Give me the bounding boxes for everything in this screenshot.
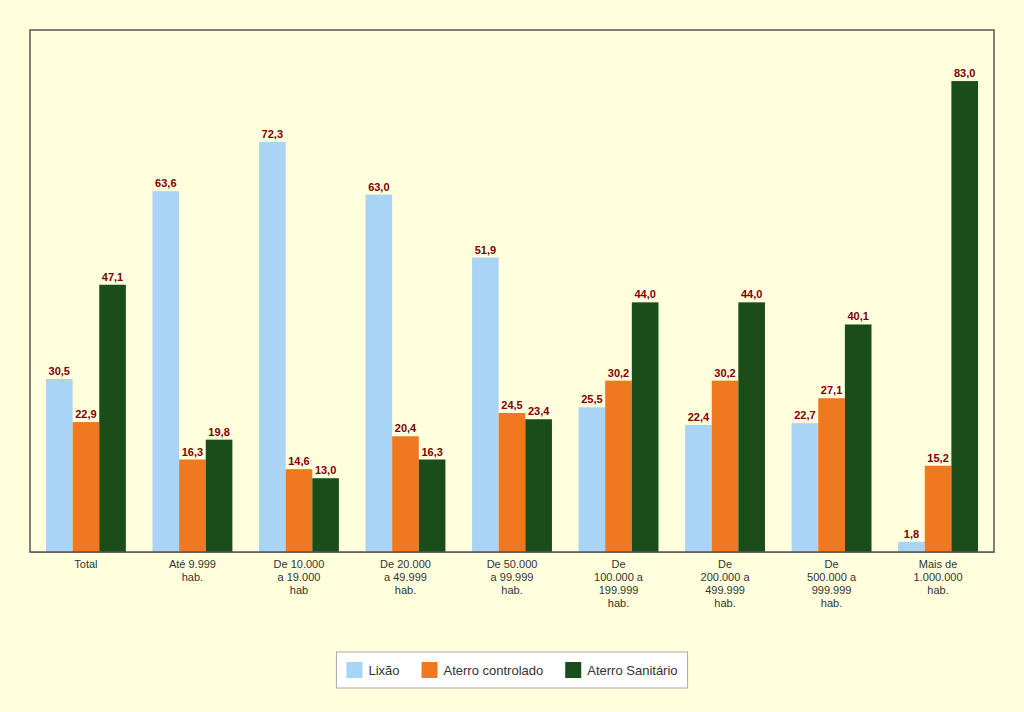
data-label: 72,3 (262, 128, 283, 140)
bar (525, 419, 552, 552)
bar (152, 191, 179, 552)
chart: 30,5 63,6 72,3 63,0 51,9 25,5 22,4 22,7 1,8 22,9 1… (0, 0, 1024, 712)
data-label: 40,1 (847, 310, 868, 322)
x-tick: De200.000 a499.999hab. (701, 558, 751, 610)
x-tick-label: De500.000 a999.999hab. (807, 558, 857, 610)
bar (179, 460, 206, 552)
x-tick: De 10.000a 19.000hab (274, 558, 325, 596)
data-label: 23,4 (528, 405, 550, 417)
data-label: 1,8 (904, 528, 919, 540)
plot-frame (30, 30, 994, 552)
x-tick-label: De200.000 a499.999hab. (701, 558, 751, 610)
legend-label: Lixão (368, 663, 399, 678)
data-label: 22,7 (794, 409, 815, 421)
data-label: 63,0 (368, 181, 389, 193)
x-tick-label: De 20.000a 49.999hab. (380, 558, 431, 596)
bar (472, 258, 499, 552)
data-label: 47,1 (102, 271, 123, 283)
bar (579, 407, 606, 552)
bar (99, 285, 126, 552)
x-tick-label: De 10.000a 19.000hab (274, 558, 325, 596)
legend-swatch (346, 662, 362, 678)
data-label: 20,4 (395, 422, 417, 434)
bar (312, 478, 339, 552)
data-label: 44,0 (634, 288, 655, 300)
data-label: 15,2 (927, 452, 948, 464)
data-label: 83,0 (954, 67, 975, 79)
x-tick: Até 9.999hab. (169, 558, 216, 583)
plot: 30,5 63,6 72,3 63,0 51,9 25,5 22,4 22,7 1,8 22,9 1… (30, 30, 995, 609)
data-label: 16,3 (421, 446, 442, 458)
data-label: 24,5 (501, 399, 522, 411)
bar (259, 142, 286, 552)
x-tick: De500.000 a999.999hab. (807, 558, 857, 610)
x-tick-label: Total (74, 558, 97, 570)
legend-item: Aterro controlado (422, 662, 544, 678)
legend-frame (336, 652, 687, 688)
bar (499, 413, 526, 552)
bar (605, 381, 632, 552)
bar (712, 381, 739, 552)
legend-item: Aterro Sanitário (565, 662, 677, 678)
data-label: 25,5 (581, 393, 602, 405)
data-label: 14,6 (288, 455, 309, 467)
bar (419, 460, 446, 552)
data-label: 19,8 (208, 426, 229, 438)
data-labels: 30,5 63,6 72,3 63,0 51,9 25,5 22,4 22,7 1,8 22,9 1… (49, 67, 976, 540)
x-tick: De 50.000a 99.999hab. (487, 558, 538, 596)
bar (366, 195, 393, 552)
bar (845, 324, 872, 552)
x-axis: Total Até 9.999hab. De 10.000a 19.000hab De… (31, 553, 995, 610)
x-tick: Total (74, 558, 97, 570)
data-label: 13,0 (315, 464, 336, 476)
data-label: 16,3 (182, 446, 203, 458)
bar (738, 302, 765, 552)
legend-swatch (422, 662, 438, 678)
bar (792, 423, 819, 552)
data-label: 51,9 (475, 244, 496, 256)
legend-label: Aterro Sanitário (587, 663, 677, 678)
data-label: 30,2 (608, 367, 629, 379)
legend-label: Aterro controlado (444, 663, 544, 678)
bar (286, 469, 313, 552)
data-label: 30,2 (714, 367, 735, 379)
x-tick-label: Até 9.999hab. (169, 558, 216, 583)
x-tick: Mais de1.000.000hab. (914, 558, 963, 596)
bar (632, 302, 659, 552)
x-tick: De 20.000a 49.999hab. (380, 558, 431, 596)
bars (46, 81, 978, 552)
legend-item: Lixão (346, 662, 399, 678)
x-tick: De100.000 a199.999hab. (594, 558, 644, 610)
legend: Lixão Aterro controlado Aterro Sanitário (336, 652, 687, 688)
bar (685, 425, 712, 552)
data-label: 22,4 (688, 411, 710, 423)
data-label: 22,9 (75, 408, 96, 420)
data-label: 27,1 (821, 384, 842, 396)
x-tick-label: De100.000 a199.999hab. (594, 558, 644, 610)
bar (73, 422, 100, 552)
bar (818, 398, 845, 552)
bar (951, 81, 978, 552)
bar (46, 379, 73, 552)
legend-swatch (565, 662, 581, 678)
x-tick-label: Mais de1.000.000hab. (914, 558, 963, 596)
bar (925, 466, 952, 552)
data-label: 44,0 (741, 288, 762, 300)
bar (898, 542, 925, 552)
data-label: 30,5 (49, 365, 70, 377)
bar (206, 440, 233, 552)
bar (392, 436, 419, 552)
x-tick-label: De 50.000a 99.999hab. (487, 558, 538, 596)
data-label: 63,6 (155, 177, 176, 189)
